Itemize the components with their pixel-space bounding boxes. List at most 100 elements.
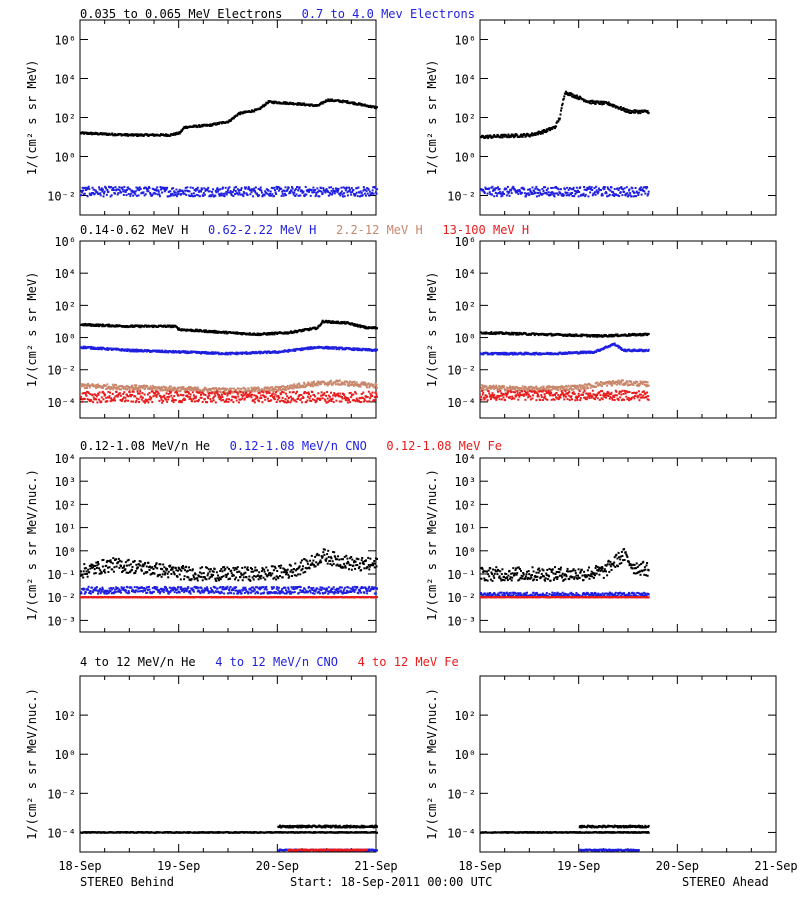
data-point	[324, 400, 327, 403]
data-point	[98, 398, 101, 401]
data-point	[109, 400, 112, 403]
data-point	[354, 400, 357, 403]
data-point	[545, 333, 548, 336]
data-point	[264, 398, 267, 401]
data-point	[639, 383, 641, 385]
data-point	[374, 391, 377, 394]
data-point	[161, 387, 164, 390]
y-tick-label: 10⁻²	[447, 364, 476, 378]
data-point	[572, 188, 575, 191]
data-point	[156, 393, 159, 396]
data-point	[331, 191, 334, 194]
data-point	[196, 399, 199, 402]
data-point	[155, 390, 158, 393]
data-point	[138, 186, 141, 189]
data-point	[647, 349, 650, 352]
data-point	[223, 331, 226, 333]
data-point	[618, 187, 621, 190]
data-point	[598, 334, 601, 337]
data-point	[177, 328, 180, 331]
data-point	[171, 192, 174, 195]
data-point	[221, 396, 224, 398]
data-point	[327, 194, 330, 197]
data-point	[564, 389, 567, 391]
series-red	[80, 390, 378, 404]
data-point	[554, 127, 556, 130]
data-point	[628, 348, 630, 351]
data-point	[516, 189, 519, 192]
data-point	[151, 194, 154, 197]
data-point	[532, 192, 535, 195]
data-point	[617, 194, 619, 197]
data-point	[352, 393, 355, 396]
data-point	[145, 186, 148, 189]
data-point	[91, 394, 94, 396]
data-point	[636, 191, 639, 194]
data-point	[509, 385, 512, 388]
data-point	[97, 393, 100, 396]
data-point	[216, 187, 219, 190]
data-point	[612, 380, 615, 382]
data-point	[373, 399, 376, 402]
data-point	[606, 186, 609, 189]
data-point	[126, 395, 129, 398]
data-point	[217, 396, 220, 399]
data-point	[256, 387, 258, 390]
y-tick-label: 10²	[454, 112, 476, 126]
data-point	[632, 334, 635, 337]
data-point	[281, 396, 284, 399]
data-point	[616, 187, 619, 190]
data-point	[240, 387, 243, 390]
data-point	[169, 387, 172, 390]
data-point	[328, 186, 331, 189]
data-point	[340, 382, 343, 385]
data-point	[330, 189, 333, 192]
data-point	[309, 395, 312, 398]
data-point	[591, 99, 594, 102]
data-point	[133, 388, 136, 391]
data-point	[556, 187, 559, 190]
data-point	[225, 398, 228, 401]
data-point	[594, 385, 596, 388]
data-point	[165, 398, 167, 401]
data-point	[160, 396, 162, 399]
data-point	[573, 94, 576, 97]
data-point	[173, 190, 176, 193]
data-point	[89, 347, 92, 350]
data-point	[349, 322, 352, 325]
data-point	[224, 186, 227, 189]
data-point	[498, 385, 501, 388]
data-point	[491, 193, 493, 196]
data-point	[348, 381, 351, 384]
data-point	[118, 186, 121, 189]
data-point	[367, 382, 370, 385]
data-point	[558, 118, 561, 121]
data-point	[565, 191, 567, 194]
data-point	[332, 394, 335, 397]
data-point	[184, 350, 187, 353]
data-point	[127, 186, 130, 189]
data-point	[336, 322, 338, 325]
title-part-blue: 0.62-2.22 MeV H	[208, 223, 316, 237]
data-point	[360, 194, 363, 197]
data-point	[632, 195, 635, 198]
data-point	[214, 391, 217, 393]
data-point	[559, 387, 562, 390]
data-point	[81, 400, 84, 403]
data-point	[621, 383, 624, 386]
data-point	[369, 392, 372, 395]
data-point	[623, 383, 626, 386]
data-point	[214, 122, 217, 125]
data-point	[484, 385, 487, 388]
data-point	[100, 386, 103, 389]
data-point	[223, 400, 226, 403]
data-point	[636, 383, 639, 386]
data-point	[482, 189, 485, 191]
data-point	[274, 189, 276, 192]
data-point	[289, 384, 292, 387]
data-point	[616, 380, 619, 383]
data-point	[609, 189, 612, 192]
data-point	[185, 351, 188, 354]
data-point	[617, 189, 620, 192]
data-point	[104, 385, 107, 387]
